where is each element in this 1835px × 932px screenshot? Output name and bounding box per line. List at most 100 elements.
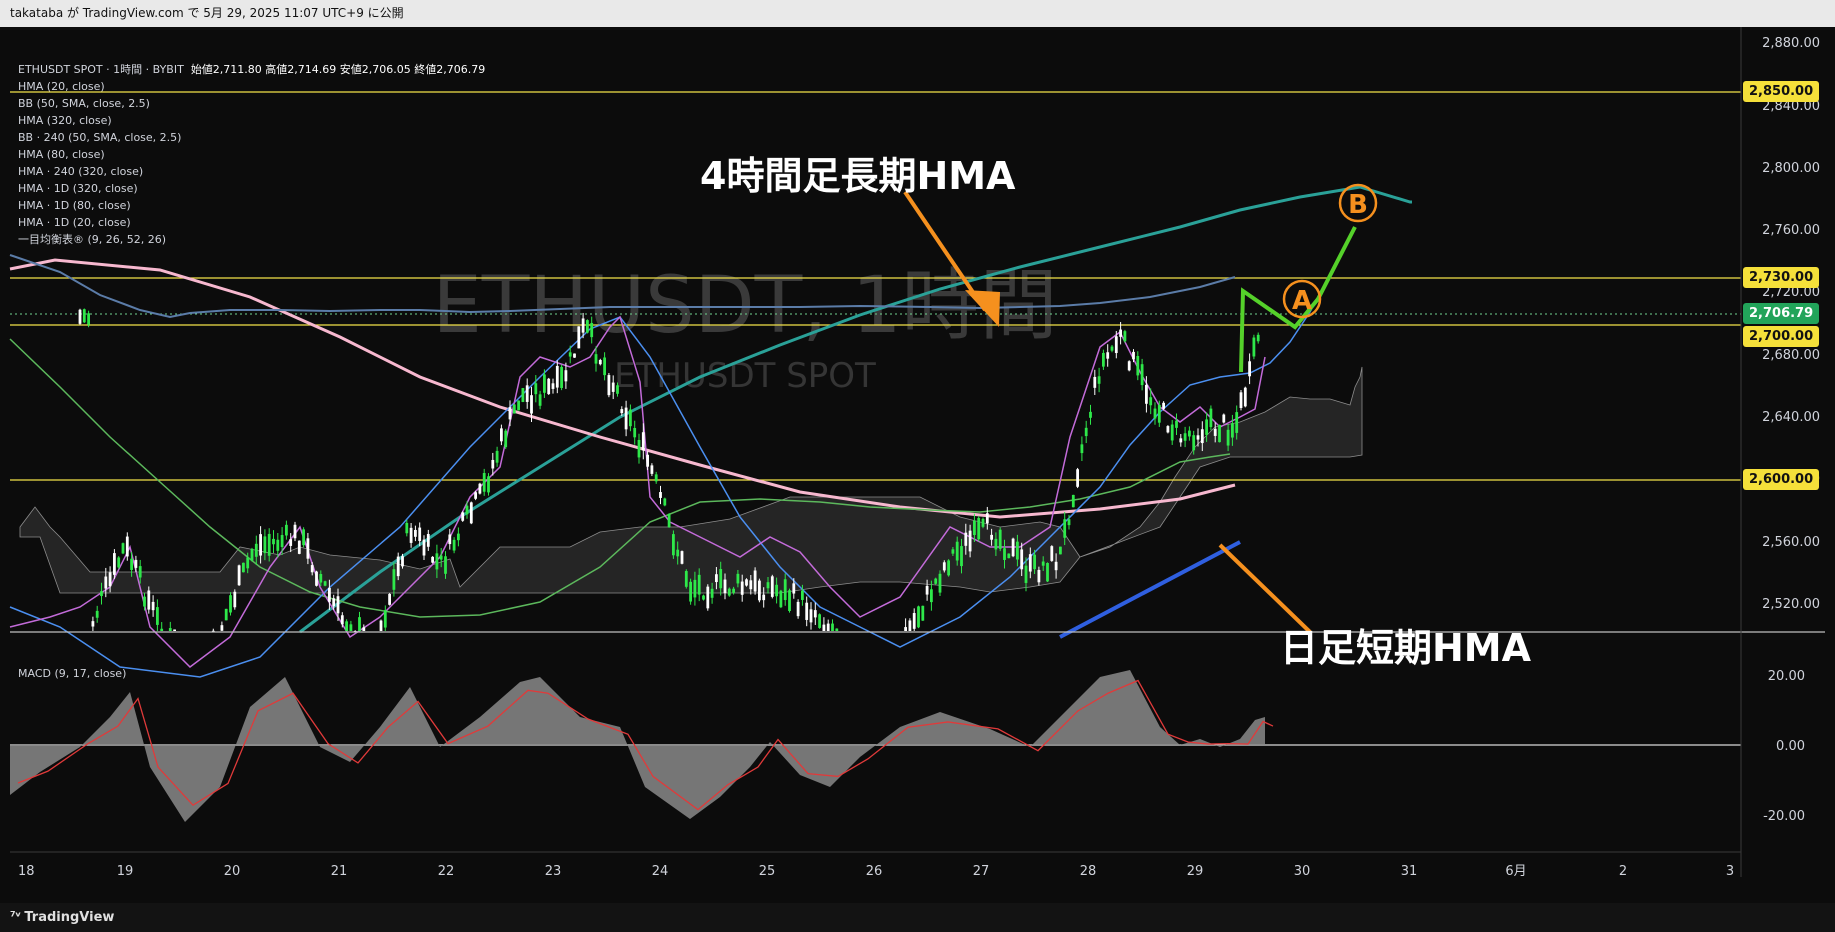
candle-body [611,382,615,392]
candle-body [697,574,701,595]
candle-body [693,579,697,598]
candle-body [762,594,766,601]
legend-indicator[interactable]: HMA (80, close) [18,148,105,161]
candle-body [573,353,576,358]
candle-body [422,539,426,556]
macd-legend[interactable]: MACD (9, 17, close) [18,667,127,680]
candle-body [1248,361,1251,377]
legend-indicator[interactable]: HMA · 240 (320, close) [18,165,144,178]
candle-body [921,605,925,621]
legend-indicator[interactable]: HMA · 1D (20, close) [18,216,131,229]
price-tag-2600[interactable]: 2,600.00 [1743,469,1820,490]
candle-body [1050,546,1054,561]
candle-body [641,432,645,451]
footer-brand[interactable]: TradingView [24,910,115,925]
price-axis-tick: 2,520.00 [1762,597,1820,612]
candle-body [336,596,340,614]
chart-frame[interactable]: ETHUSDT, 1時間 ETHUSDT SPOT A B [0,27,1835,903]
legend-indicator[interactable]: HMA (320, close) [18,114,112,127]
candle-body [457,533,460,541]
marker-b[interactable]: B [1338,183,1378,223]
candle-body [831,623,834,631]
candle-body [401,556,404,567]
candle-body [156,607,159,625]
candle-body [1157,404,1161,423]
candle-body [766,582,770,589]
price-tag-2730[interactable]: 2,730.00 [1743,267,1820,288]
ichimoku-cloud [19,366,1363,594]
macd-histogram [10,670,1265,822]
candle-body [1256,334,1260,342]
candle-body [667,513,671,528]
candle-body [1188,430,1191,437]
candle-body [654,474,658,482]
candle-body [1067,519,1071,526]
candle-body [495,450,499,463]
price-tag-2850[interactable]: 2,850.00 [1743,81,1820,102]
candle-body [448,534,452,545]
chart-canvas[interactable]: ETHUSDT, 1時間 ETHUSDT SPOT A B [0,27,1835,903]
candle-body [474,492,477,499]
candle-body [1175,420,1178,428]
candle-body [607,375,611,396]
candle-body [388,593,391,605]
last-price-tag[interactable]: 2,706.79 [1743,303,1820,324]
candle-body [990,534,993,540]
candle-body [770,576,774,597]
candle-body [912,613,916,629]
macd-axis[interactable]: 20.00 0.00 -20.00 [1763,669,1805,824]
candle-body [1140,364,1144,386]
candle-body [91,621,95,627]
candle-body [1200,429,1204,444]
marker-a-label: A [1292,286,1312,316]
candle-body [715,574,718,583]
candle-body [564,370,568,382]
candle-body [1046,562,1049,582]
candle-body [818,614,821,628]
candle-body [285,524,288,536]
candle-body [1166,426,1170,433]
candle-body [1209,408,1213,428]
price-axis[interactable]: 2,880.00 2,840.00 2,800.00 2,760.00 2,720.00… [1762,36,1820,612]
price-axis-tick: 2,560.00 [1762,535,1820,550]
candle-body [985,513,989,524]
candle-body [482,473,486,492]
hma-magenta [9,315,1266,668]
candle-body [452,539,456,551]
candle-body [1059,546,1062,555]
indicator-legend: ETHUSDT SPOT · 1時間 · BYBIT 始値2,711.80 高値… [18,61,485,248]
candle-body [581,318,585,333]
time-axis-label: 30 [1294,864,1311,879]
legend-indicator[interactable]: 一目均衡表® (9, 26, 52, 26) [18,233,167,246]
marker-a[interactable]: A [1282,279,1322,319]
time-axis[interactable]: 18 19 20 21 22 23 24 25 26 27 28 29 30 31 6月 2 3 [18,864,1734,879]
marker-b-label: B [1348,190,1368,220]
candle-body [740,581,744,595]
candle-body [229,595,232,613]
candle-body [917,606,920,628]
candle-body [977,517,981,540]
candle-body [796,601,800,617]
time-axis-label: 27 [973,864,990,879]
candle-body [560,366,563,388]
candle-body [396,556,400,577]
candle-body [534,383,538,395]
candle-body [319,574,323,583]
candle-body [955,541,959,561]
price-tag-2700[interactable]: 2,700.00 [1743,326,1820,347]
legend-indicator[interactable]: BB · 240 (50, SMA, close, 2.5) [18,131,182,144]
legend-indicator[interactable]: HMA · 1D (320, close) [18,182,138,195]
candle-body [263,536,267,554]
candle-body [1192,435,1196,451]
candle-body [1028,554,1032,572]
candle-body [964,532,968,546]
legend-indicator[interactable]: BB (50, SMA, close, 2.5) [18,97,150,110]
candle-body [968,530,972,552]
candle-body [117,557,121,568]
candle-body [113,553,116,575]
candle-body [620,409,624,414]
candle-body [1205,419,1208,435]
legend-indicator[interactable]: HMA · 1D (80, close) [18,199,131,212]
legend-symbol-row[interactable]: ETHUSDT SPOT · 1時間 · BYBIT 始値2,711.80 高値… [18,61,485,78]
legend-indicator[interactable]: HMA (20, close) [18,80,105,93]
